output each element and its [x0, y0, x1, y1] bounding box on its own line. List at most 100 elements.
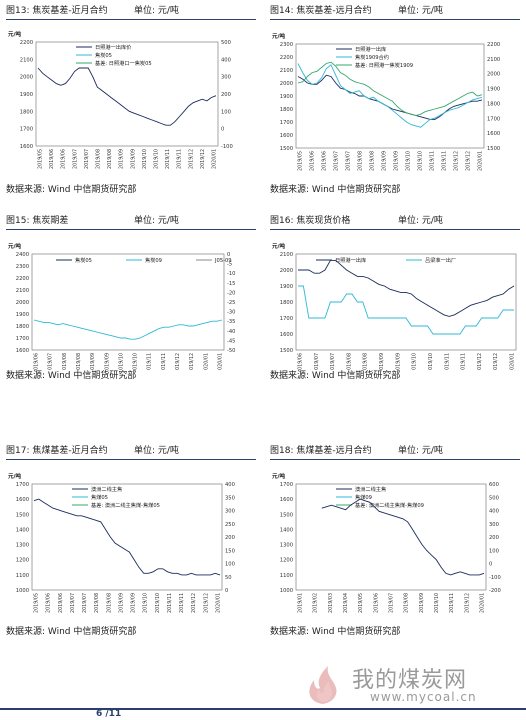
plot-frame	[31, 483, 223, 591]
plot-frame	[31, 253, 225, 351]
x-tick-label: 2019/09	[382, 151, 388, 171]
x-tick-label: 2019/08	[404, 593, 410, 613]
source-note: 数据来源: Wind 中信期货研究部	[270, 371, 401, 381]
y-tick-label-left: 1600	[280, 133, 293, 139]
legend-label: 澳洲二线主焦	[91, 485, 122, 493]
chart: 元/吨 1500 1600 1700 1800 1900 2000 2100 2019/06 20…	[272, 242, 517, 370]
y-tick-label-left: 2100	[280, 68, 293, 74]
y-tick-label-right: -35	[227, 319, 235, 325]
y-tick-label-right: -50	[227, 348, 235, 354]
title-rule	[270, 19, 520, 20]
x-tick-label: 2019/10	[418, 151, 424, 171]
x-tick-label: 2019/07	[330, 353, 336, 370]
x-tick-label: 2019/10	[412, 353, 418, 370]
legend-label: 焦煤05	[91, 493, 108, 501]
y-tick-label-right: 1700	[487, 116, 500, 122]
flame-logo-icon	[309, 666, 337, 704]
y-tick-label-right: 0	[225, 588, 228, 594]
y-tick-label-left: 1800	[20, 109, 33, 115]
x-tick-label: 2020/01	[203, 353, 209, 370]
series-line	[321, 498, 485, 576]
x-tick-label: 2019/11	[179, 593, 185, 613]
y-tick-label-left: 1300	[280, 543, 293, 549]
y-tick-label-left: 1100	[16, 573, 29, 579]
x-tick-label: 2019/08	[94, 593, 100, 613]
x-tick-label: 2019/08	[106, 593, 112, 613]
figure-title: 图15: 焦炭期差	[6, 216, 69, 226]
x-tick-label: 2019/06	[58, 593, 64, 613]
y-tick-label-left: 1100	[280, 573, 293, 579]
y-tick-label-right: 250	[225, 522, 235, 528]
x-tick-label: 2019/11	[167, 593, 173, 613]
y-tick-label-right: -100	[221, 144, 233, 150]
footer-rule	[0, 708, 526, 710]
y-tick-label-right: 600	[489, 482, 499, 488]
y-tick-label-left: 1500	[280, 348, 293, 354]
y-tick-label-left: 1700	[16, 336, 29, 342]
y-tick-label-right: 300	[225, 509, 235, 515]
x-tick-label: 2019/04	[343, 593, 349, 613]
plot-frame	[35, 41, 219, 147]
plot-frame	[295, 253, 517, 351]
y-axis-unit: 元/吨	[8, 242, 22, 250]
x-tick-label: 2019/09	[419, 593, 425, 613]
y-tick-label-right: 100	[489, 548, 499, 554]
y-tick-label-right: 2000	[487, 72, 500, 78]
y-tick-label-right: 1800	[487, 101, 500, 107]
chart: 元/吨 1500 1600 1700 1800 1900 2000 2100 2200 2300 1…	[272, 32, 500, 171]
x-tick-label: 2019/10	[406, 151, 412, 171]
y-tick-label-right: 400	[221, 57, 231, 63]
x-tick-label: 2019/06	[310, 151, 316, 171]
x-tick-label: 2019/12	[189, 353, 195, 370]
x-tick-label: 2019/12	[191, 593, 197, 613]
x-tick-label: 2019/12	[466, 151, 472, 171]
figure-unit: 单位: 元/吨	[398, 216, 443, 226]
y-tick-label-right: 1900	[487, 87, 500, 93]
x-tick-label: 2019/09	[395, 353, 401, 370]
y-tick-label-left: 1600	[280, 332, 293, 338]
x-tick-label: 2019/07	[334, 151, 340, 171]
y-tick-label-left: 2300	[16, 264, 29, 270]
y-tick-label-left: 1800	[16, 324, 29, 330]
chart: 元/吨 1000 1100 1200 1300 1400 1500 1600 1700 0 50 10…	[8, 472, 235, 613]
x-tick-label: 2019/11	[444, 353, 450, 370]
y-tick-label-left: 1600	[20, 144, 33, 150]
y-tick-label-left: 1800	[280, 107, 293, 113]
legend-label: 焦炭05	[95, 51, 112, 59]
x-tick-label: 2019/10	[143, 593, 149, 613]
legend-label: 基差: 日照港一焦炭1909	[355, 61, 413, 69]
y-tick-label-left: 2000	[280, 268, 293, 274]
y-tick-label-right: -5	[227, 262, 232, 268]
y-tick-label-right: 200	[221, 92, 231, 98]
watermark-url: www.mycoal.cn	[370, 690, 477, 704]
y-tick-label-right: 2100	[487, 57, 500, 63]
y-tick-label-left: 1800	[280, 300, 293, 306]
x-tick-label: 2019/11	[147, 353, 153, 370]
x-tick-label: 2019/11	[161, 353, 167, 370]
figure-unit: 单位: 元/吨	[398, 6, 443, 16]
y-tick-label-left: 1400	[16, 527, 29, 533]
series-line	[33, 319, 223, 340]
series-line	[297, 74, 483, 120]
x-tick-label: 2019/05	[298, 151, 304, 171]
x-tick-label: 2019/09	[90, 353, 96, 370]
y-tick-label-left: 1600	[16, 348, 29, 354]
figure-18: 图18: 焦煤基差-远月合约 单位: 元/吨 元/吨 1000 1100 1200 130…	[270, 444, 520, 644]
x-tick-label: 2020/01	[480, 593, 486, 613]
title-rule	[6, 19, 256, 20]
source-note: 数据来源: Wind 中信期货研究部	[270, 627, 401, 637]
x-tick-label: 2019/07	[314, 353, 320, 370]
y-tick-label-left: 1700	[280, 120, 293, 126]
y-axis-unit: 元/吨	[8, 30, 22, 38]
title-rule	[270, 459, 520, 460]
source-note: 数据来源: Wind 中信期货研究部	[6, 627, 137, 637]
y-tick-label-right: 50	[225, 575, 232, 581]
y-axis-unit: 元/吨	[272, 242, 286, 250]
x-tick-label: 2019/10	[133, 353, 139, 370]
x-tick-label: 2020/01	[212, 149, 218, 169]
legend-label: 基差: 澳洲二线主焦煤-焦煤09	[355, 501, 424, 509]
y-tick-label-left: 1900	[20, 92, 33, 98]
plot-frame	[295, 43, 485, 149]
x-tick-label: 2019/12	[175, 353, 181, 370]
y-tick-label-left: 1900	[280, 284, 293, 290]
